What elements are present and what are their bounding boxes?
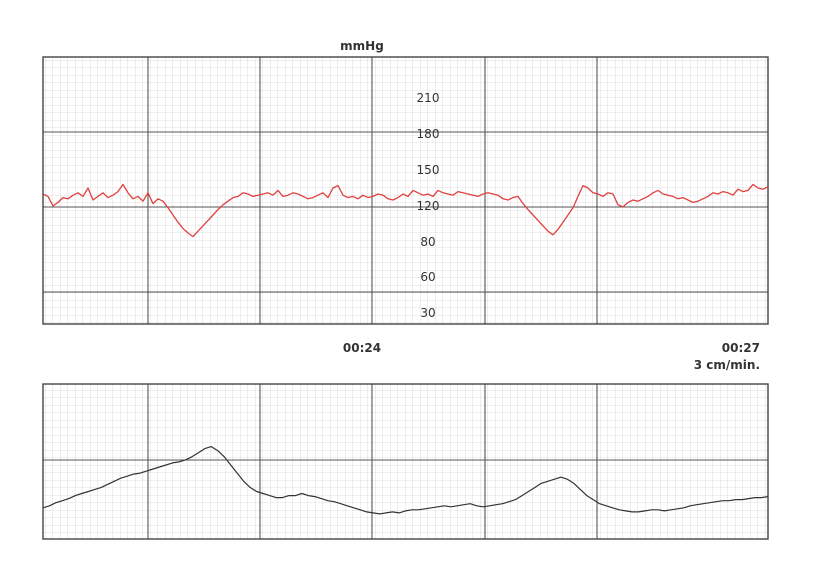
y-tick-label: 210: [417, 91, 440, 105]
upper-panel: 210 180 150 120 80 60 30: [43, 57, 768, 324]
y-tick-label: 30: [420, 306, 435, 320]
y-tick-label: 60: [420, 270, 435, 284]
y-tick-label: 120: [417, 199, 440, 213]
x-tick-label: 00:27: [722, 341, 760, 355]
x-tick-labels: 00:24 00:27: [343, 341, 760, 355]
y-tick-label: 150: [417, 163, 440, 177]
x-tick-label: 00:24: [343, 341, 381, 355]
y-tick-label: 180: [417, 127, 440, 141]
speed-label: 3 cm/min.: [694, 358, 760, 372]
unit-label: mmHg: [340, 39, 384, 53]
lower-panel: [43, 384, 768, 539]
y-tick-label: 80: [420, 235, 435, 249]
